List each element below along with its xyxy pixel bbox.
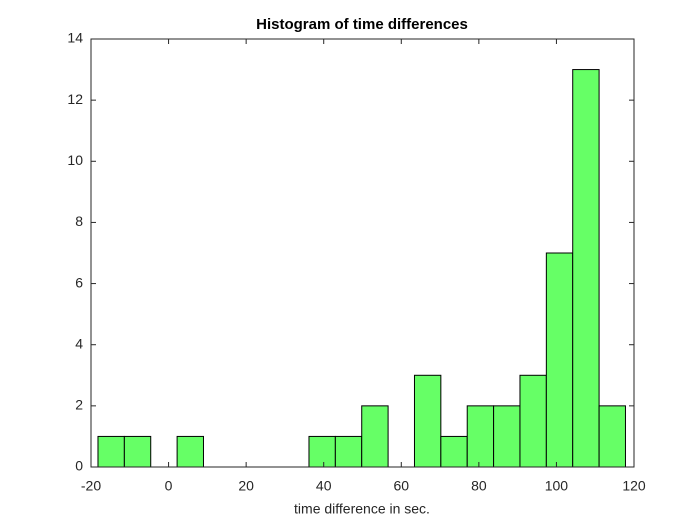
bar — [545, 252, 574, 468]
y-tick-label: 2 — [75, 397, 83, 413]
bar — [334, 435, 363, 468]
y-tick-label: 6 — [75, 274, 83, 290]
x-tick-label: 40 — [316, 478, 332, 494]
bar — [123, 435, 152, 468]
bar — [440, 435, 468, 468]
chart-title: Histogram of time differences — [256, 16, 468, 33]
y-tick-label: 0 — [75, 458, 83, 474]
bar — [493, 405, 521, 468]
x-tick-label: 100 — [545, 478, 569, 494]
y-tick-label: 10 — [67, 152, 83, 168]
x-tick-label: 120 — [622, 478, 646, 494]
bar — [519, 374, 547, 468]
bar — [176, 435, 204, 468]
plot-frame — [90, 38, 635, 468]
bar — [97, 435, 125, 468]
x-tick-label: 20 — [238, 478, 254, 494]
bar — [361, 405, 389, 468]
y-tick-label: 14 — [67, 30, 83, 46]
bar — [413, 374, 442, 468]
x-axis-label: time difference in sec. — [294, 501, 430, 517]
bar — [466, 405, 495, 468]
bar — [308, 435, 336, 468]
bar — [598, 405, 626, 468]
x-tick-label: 60 — [393, 478, 409, 494]
y-tick-label: 12 — [67, 91, 83, 107]
y-tick-label: 4 — [75, 335, 83, 351]
x-tick-label: -20 — [81, 478, 101, 494]
bar — [572, 69, 600, 468]
x-tick-label: 0 — [165, 478, 173, 494]
x-tick-label: 80 — [471, 478, 487, 494]
y-tick-label: 8 — [75, 213, 83, 229]
